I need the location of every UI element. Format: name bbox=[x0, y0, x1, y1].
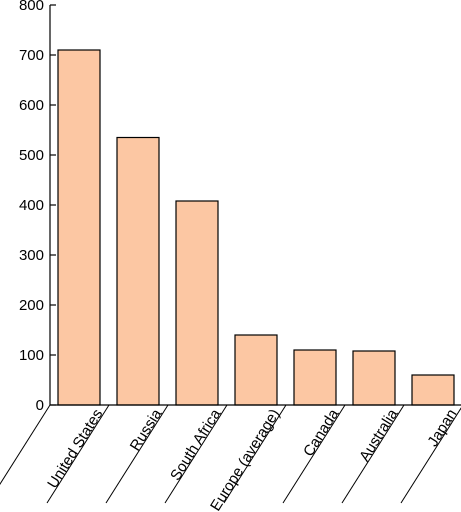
category-divider bbox=[400, 407, 461, 504]
category-divider bbox=[164, 404, 228, 504]
bar bbox=[411, 374, 455, 406]
y-tick-label: 500 bbox=[19, 147, 44, 164]
category-divider bbox=[105, 404, 169, 504]
bar bbox=[352, 350, 396, 406]
y-axis: 0 100 200 300 400 500 600 700 800 bbox=[19, 0, 56, 414]
category-divider bbox=[341, 404, 405, 504]
x-tick-label: Australia bbox=[356, 406, 402, 465]
x-tick-label: South Africa bbox=[167, 406, 225, 484]
bar bbox=[234, 334, 278, 406]
x-tick-label: Japan bbox=[424, 406, 460, 450]
y-tick-label: 700 bbox=[19, 47, 44, 64]
y-tick-label: 200 bbox=[19, 297, 44, 314]
category-divider bbox=[223, 404, 287, 504]
x-tick-label: Canada bbox=[300, 406, 343, 460]
bars bbox=[57, 49, 455, 406]
bar bbox=[116, 136, 160, 406]
y-tick-label: 800 bbox=[19, 0, 44, 14]
y-tick-label: 300 bbox=[19, 247, 44, 264]
x-tick-label: United States bbox=[44, 406, 106, 491]
y-tick-label: 400 bbox=[19, 197, 44, 214]
y-tick-label: 100 bbox=[19, 347, 44, 364]
category-divider bbox=[46, 404, 110, 504]
x-tick-label: Russia bbox=[127, 406, 166, 454]
y-tick-label: 0 bbox=[36, 397, 44, 414]
bar bbox=[175, 200, 219, 406]
category-divider bbox=[282, 404, 346, 504]
y-tick-label: 600 bbox=[19, 97, 44, 114]
bar bbox=[293, 349, 337, 406]
category-divider bbox=[0, 404, 51, 485]
bar bbox=[57, 49, 101, 406]
